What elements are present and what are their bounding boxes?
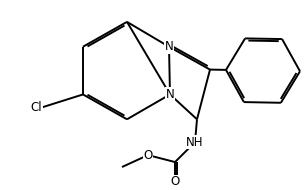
Text: Cl: Cl [30,101,42,114]
Text: N: N [166,88,174,101]
Text: N: N [165,40,173,53]
Text: NH: NH [186,136,204,149]
Text: O: O [170,175,180,188]
Text: O: O [143,149,153,162]
